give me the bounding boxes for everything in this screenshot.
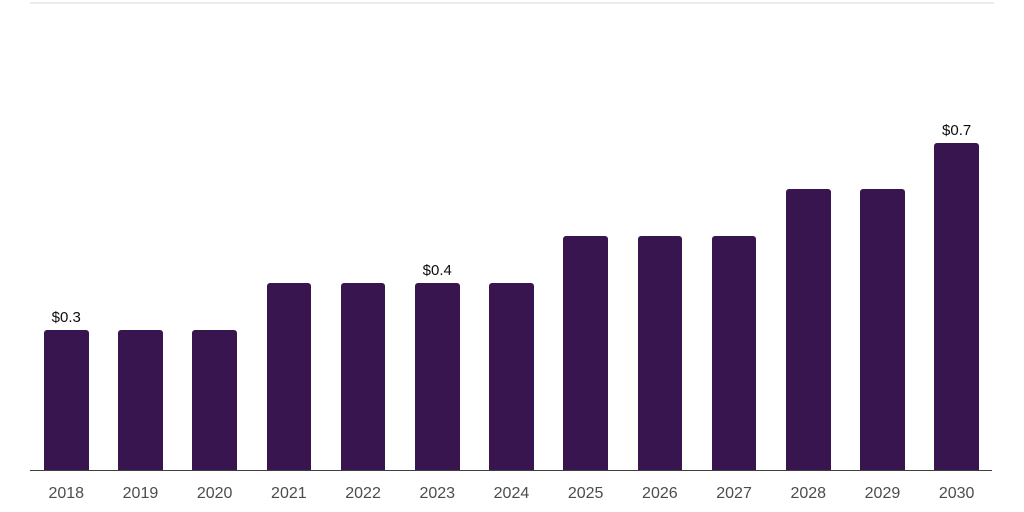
bar-2021 xyxy=(266,283,312,470)
x-tick-label-2018: 2018 xyxy=(48,485,85,502)
x-tick-label-2022: 2022 xyxy=(345,485,381,502)
x-tick-label-2025: 2025 xyxy=(567,485,604,502)
bar-2024 xyxy=(489,283,534,470)
x-tick-label-2028: 2028 xyxy=(790,485,827,502)
x-tick-label-2029: 2029 xyxy=(864,485,901,502)
bar-2027 xyxy=(711,236,757,470)
x-tick-label-2023: 2023 xyxy=(419,485,456,502)
bar-2026 xyxy=(637,236,683,470)
value-label-2023: $0.4 xyxy=(422,262,452,279)
x-tick-label-2020: 2020 xyxy=(196,485,233,502)
bar-2025 xyxy=(563,236,608,470)
x-tick-label-2030: 2030 xyxy=(938,485,975,502)
bar-2023 xyxy=(415,283,460,470)
bar-2030 xyxy=(934,143,979,470)
bar-2018 xyxy=(44,330,89,470)
value-label-2030: $0.7 xyxy=(942,122,972,139)
bar-2020 xyxy=(192,330,237,470)
bar-2022 xyxy=(340,283,386,470)
chart-top-rule xyxy=(30,2,994,4)
bar-2029 xyxy=(860,189,905,470)
x-tick-label-2019: 2019 xyxy=(122,485,159,502)
bar-2028 xyxy=(786,189,831,470)
x-tick-label-2024: 2024 xyxy=(493,485,530,502)
x-tick-label-2021: 2021 xyxy=(271,485,307,502)
x-axis-line xyxy=(30,470,992,472)
x-tick-label-2026: 2026 xyxy=(642,485,678,502)
bar-2019 xyxy=(118,330,163,470)
x-tick-label-2027: 2027 xyxy=(716,485,752,502)
value-label-2018: $0.3 xyxy=(51,309,81,326)
